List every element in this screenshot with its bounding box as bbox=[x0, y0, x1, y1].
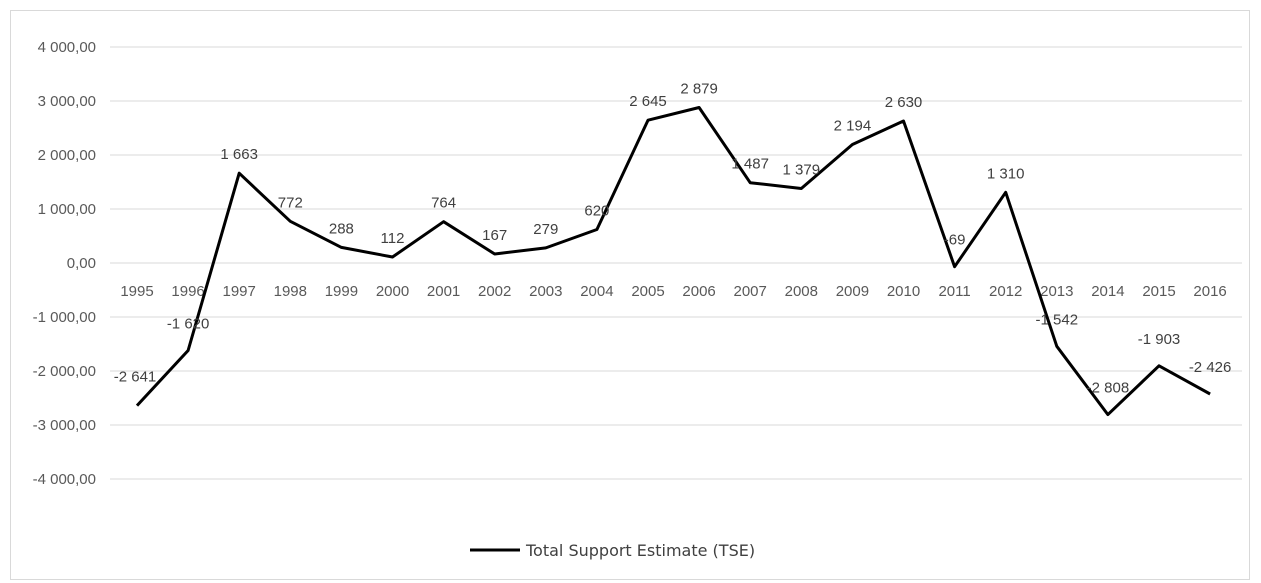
data-label: 2 194 bbox=[834, 118, 872, 135]
y-tick-label: -3 000,00 bbox=[33, 417, 96, 434]
x-tick-label: 1996 bbox=[171, 283, 204, 300]
x-tick-label: 2016 bbox=[1193, 283, 1226, 300]
data-label: 279 bbox=[533, 221, 558, 238]
y-tick-label: 3 000,00 bbox=[38, 93, 96, 110]
legend: Total Support Estimate (TSE) bbox=[470, 541, 755, 560]
y-tick-label: 4 000,00 bbox=[38, 39, 96, 56]
y-axis-ticks: 4 000,00 3 000,00 2 000,00 1 000,00 0,00 -1 0… bbox=[33, 39, 96, 488]
data-label: -1 620 bbox=[167, 315, 210, 332]
y-tick-label: 2 000,00 bbox=[38, 147, 96, 164]
x-tick-label: 1998 bbox=[274, 283, 307, 300]
y-tick-label: -1 000,00 bbox=[33, 309, 96, 326]
y-tick-label: -2 000,00 bbox=[33, 363, 96, 380]
data-label: 288 bbox=[329, 220, 354, 237]
x-axis-ticks: 1995 1996 1997 1998 1999 2000 2001 2002 2003 2004… bbox=[120, 283, 1226, 300]
y-tick-label: -4 000,00 bbox=[33, 471, 96, 488]
x-tick-label: 2002 bbox=[478, 283, 511, 300]
data-label: 1 379 bbox=[783, 162, 821, 179]
data-label: 1 663 bbox=[220, 146, 258, 163]
data-label: -69 bbox=[944, 232, 966, 249]
x-tick-label: 2011 bbox=[938, 283, 970, 300]
data-label: -1 542 bbox=[1036, 311, 1079, 328]
data-label: 1 310 bbox=[987, 165, 1025, 182]
x-tick-label: 2008 bbox=[785, 283, 818, 300]
data-label: 2 630 bbox=[885, 94, 923, 111]
data-labels: -2 641 -1 620 1 663 772 288 112 764 167 279 620 2 … bbox=[114, 81, 1232, 397]
data-label: -2 808 bbox=[1087, 380, 1130, 397]
data-label: -2 641 bbox=[114, 369, 157, 386]
x-tick-label: 1999 bbox=[325, 283, 358, 300]
x-tick-label: 2010 bbox=[887, 283, 920, 300]
legend-label: Total Support Estimate (TSE) bbox=[525, 541, 755, 560]
x-tick-label: 2006 bbox=[682, 283, 715, 300]
y-tick-label: 0,00 bbox=[67, 255, 96, 272]
data-label: 2 645 bbox=[629, 93, 667, 110]
series-line-tse bbox=[135, 106, 1211, 417]
data-label: 167 bbox=[482, 227, 507, 244]
y-tick-label: 1 000,00 bbox=[38, 201, 96, 218]
x-tick-label: 2003 bbox=[529, 283, 562, 300]
x-tick-label: 1995 bbox=[120, 283, 153, 300]
data-label: 764 bbox=[431, 195, 456, 212]
x-tick-label: 2009 bbox=[836, 283, 869, 300]
x-tick-label: 2015 bbox=[1142, 283, 1175, 300]
x-tick-label: 2001 bbox=[427, 283, 460, 300]
data-label: 620 bbox=[584, 203, 609, 220]
x-tick-label: 2007 bbox=[734, 283, 767, 300]
data-label: 1 487 bbox=[731, 156, 769, 173]
x-tick-label: 2014 bbox=[1091, 283, 1124, 300]
data-label: -1 903 bbox=[1138, 331, 1181, 348]
x-tick-label: 2004 bbox=[580, 283, 613, 300]
data-label: 112 bbox=[381, 230, 405, 247]
data-label: -2 426 bbox=[1189, 359, 1232, 376]
chart-frame bbox=[10, 10, 1250, 580]
x-tick-label: 2012 bbox=[989, 283, 1022, 300]
x-tick-label: 2013 bbox=[1040, 283, 1073, 300]
x-tick-label: 2000 bbox=[376, 283, 409, 300]
data-label: 2 879 bbox=[680, 81, 718, 98]
gridlines bbox=[110, 46, 1242, 480]
x-tick-label: 2005 bbox=[631, 283, 664, 300]
x-tick-label: 1997 bbox=[223, 283, 256, 300]
data-label: 772 bbox=[278, 194, 303, 211]
